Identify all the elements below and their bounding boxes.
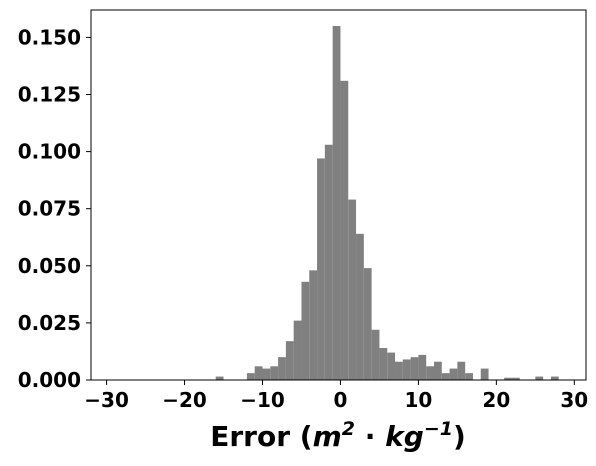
x-tick-label: 10 xyxy=(404,388,432,412)
x-tick-label: 20 xyxy=(482,388,510,412)
histogram-bar xyxy=(550,376,559,380)
histogram-bar xyxy=(504,377,512,380)
histogram-bar xyxy=(418,354,427,380)
histogram-bar xyxy=(465,373,473,380)
histogram-bar xyxy=(449,368,458,380)
histogram-bar xyxy=(332,25,341,381)
histogram-bars xyxy=(215,25,559,381)
histogram-bar xyxy=(363,268,372,380)
y-tick-label: 0.100 xyxy=(18,140,81,164)
histogram-bar xyxy=(317,158,325,380)
y-tick-label: 0.025 xyxy=(18,311,81,335)
histogram-bar xyxy=(324,144,333,380)
histogram-bar xyxy=(441,373,450,380)
x-axis-label: Error (m2 · kg−1) xyxy=(210,418,466,453)
histogram-bar xyxy=(379,348,388,380)
histogram-bar xyxy=(480,368,489,380)
histogram-bar xyxy=(262,368,271,380)
histogram-bar xyxy=(457,361,466,380)
histogram-bar xyxy=(309,270,318,380)
histogram-bar xyxy=(215,376,224,380)
histogram-bar xyxy=(395,361,403,380)
x-tick-label: −10 xyxy=(240,388,285,412)
plot-frame xyxy=(90,9,587,381)
histogram-bar xyxy=(371,329,380,380)
x-axis-ticks: −30 −20 −10 0 10 20 30 xyxy=(84,380,588,412)
histogram-bar xyxy=(433,361,442,380)
histogram-bar xyxy=(246,373,255,380)
x-tick-label: 30 xyxy=(560,388,588,412)
histogram-bar xyxy=(270,366,279,380)
histogram-bar xyxy=(278,357,286,380)
x-axis-label-kg-exp: −1 xyxy=(424,418,453,440)
histogram-bar xyxy=(254,366,263,380)
y-tick-label: 0.125 xyxy=(18,83,81,107)
histogram-bar xyxy=(285,341,294,380)
histogram-bar xyxy=(402,359,411,380)
histogram-bar xyxy=(511,377,520,380)
histogram-bar xyxy=(535,376,544,380)
y-tick-label: 0.150 xyxy=(18,25,81,49)
histogram-bar xyxy=(301,281,310,380)
x-axis-label-close: ) xyxy=(453,420,466,453)
x-axis-label-open: Error ( xyxy=(210,420,312,453)
histogram-bar xyxy=(387,352,396,380)
histogram-bar xyxy=(340,80,349,381)
y-tick-label: 0.000 xyxy=(18,368,81,392)
y-tick-label: 0.050 xyxy=(18,254,81,278)
x-axis-label-m-exp: 2 xyxy=(342,418,355,440)
histogram-bar xyxy=(410,357,419,380)
histogram-bar xyxy=(293,320,302,380)
x-axis-label-m: m xyxy=(313,420,342,453)
x-tick-label: −20 xyxy=(162,388,207,412)
y-axis-ticks: 0.000 0.025 0.050 0.075 0.100 0.125 0.150 xyxy=(18,25,91,392)
histogram-bar xyxy=(356,233,364,380)
x-axis-label-kg: kg xyxy=(385,420,424,453)
histogram-bar xyxy=(426,366,434,380)
x-axis-label-dot: · xyxy=(355,420,385,453)
x-tick-label: 0 xyxy=(333,388,347,412)
x-tick-label: −30 xyxy=(84,388,129,412)
y-tick-label: 0.075 xyxy=(18,197,81,221)
histogram-bar xyxy=(348,199,357,380)
